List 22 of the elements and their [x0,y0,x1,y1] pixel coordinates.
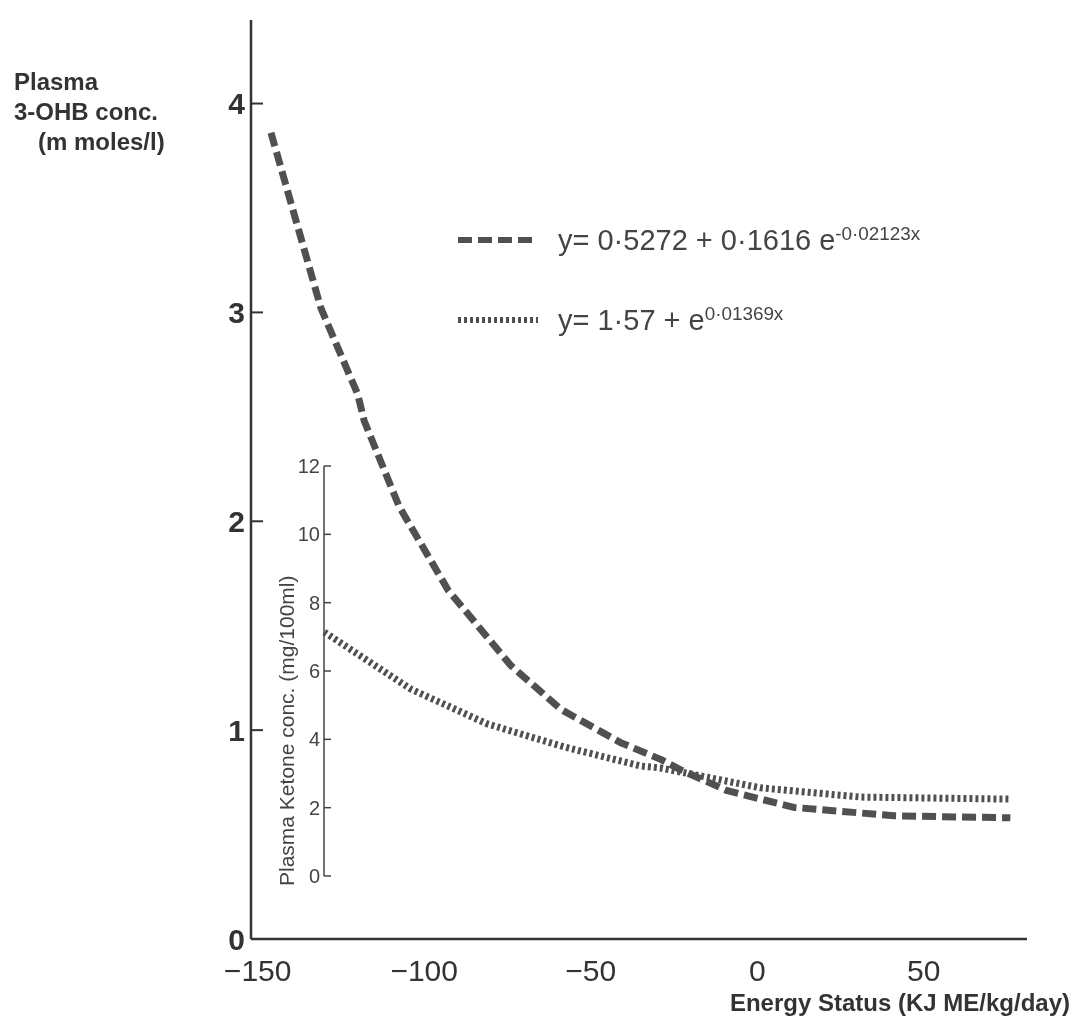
y-axis-title: Plasma 3-OHB conc. (m moles/l) [14,68,165,155]
y2-tick-label: 12 [297,455,320,477]
x-axis-title: Energy Status (KJ ME/kg/day) [729,989,1070,1016]
y2-tick-label: 2 [308,796,320,819]
y-tick-label: 0 [228,922,245,956]
x-tick-label: −150 [223,954,292,987]
legend-label: y= 0·5272 + 0·1616 e$^{-0·02123x}$ [558,222,921,256]
x-tick-label: −100 [390,954,458,987]
y2-tick-label: 4 [308,728,320,751]
x-tick-label: 50 [907,954,941,987]
y-tick-label: 2 [228,504,245,538]
y-tick-label: 4 [228,87,246,121]
x-tick-label: 0 [748,954,766,987]
y2-tick-label: 8 [308,591,320,614]
y2-tick-label: 0 [308,865,320,887]
y2-axis-title: Plasma Ketone conc. (mg/100ml) [275,575,298,886]
y-tick-label: 3 [228,295,245,329]
y2-tick-label: 6 [308,660,320,682]
legend-label: y= 1·57 + e$^{0·01369x}$ [558,302,784,336]
x-tick-label: −50 [565,954,617,987]
y-tick-label: 1 [228,713,245,747]
y2-tick-label: 10 [297,523,320,546]
